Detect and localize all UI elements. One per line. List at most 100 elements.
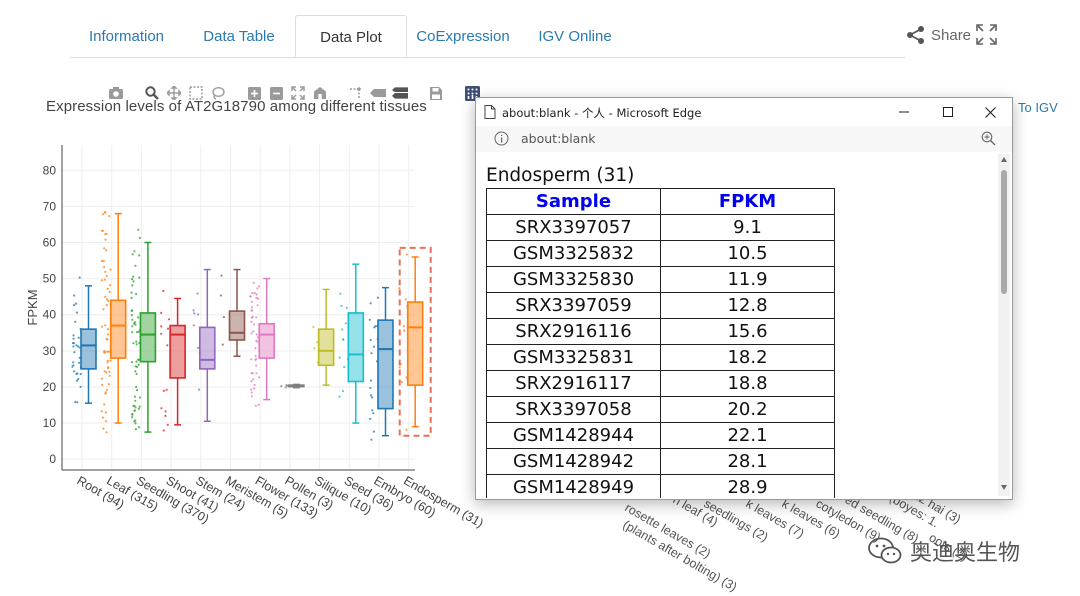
popup-scrollbar[interactable] xyxy=(998,154,1010,496)
data-point xyxy=(136,331,139,334)
data-point xyxy=(72,345,75,348)
box xyxy=(377,319,394,410)
data-point xyxy=(72,361,75,364)
data-point xyxy=(341,328,344,331)
data-point xyxy=(131,325,134,328)
scrollbar-thumb[interactable] xyxy=(1001,170,1007,294)
info-icon[interactable] xyxy=(494,131,509,146)
data-point xyxy=(198,388,201,391)
box xyxy=(80,328,97,370)
sample-cell: GSM1428942 xyxy=(486,448,661,475)
data-point xyxy=(250,300,253,303)
data-point xyxy=(102,259,105,263)
data-point xyxy=(137,426,141,429)
data-point xyxy=(102,427,105,430)
fpkm-cell: 20.2 xyxy=(660,396,835,423)
data-point xyxy=(106,361,109,364)
data-point xyxy=(400,380,403,383)
tab-igv-online[interactable]: IGV Online xyxy=(538,28,612,45)
table-row: GSM3325832 10.5 xyxy=(486,240,835,267)
data-point xyxy=(257,285,260,288)
data-point xyxy=(372,412,375,415)
save-icon[interactable] xyxy=(428,85,444,101)
box xyxy=(258,322,276,359)
fpkm-cell: 22.1 xyxy=(660,422,835,449)
tab-information[interactable]: Information xyxy=(88,28,165,45)
data-point xyxy=(137,407,140,410)
sample-cell: GSM3325831 xyxy=(486,344,661,371)
data-point xyxy=(130,361,134,364)
fpkm-cell: 15.6 xyxy=(660,318,835,345)
data-point xyxy=(193,312,196,315)
data-point xyxy=(132,280,135,283)
spike-lines-icon[interactable] xyxy=(348,85,364,101)
zoom-out-icon[interactable] xyxy=(268,85,284,101)
data-point xyxy=(130,291,133,294)
address-bar[interactable]: about:blank xyxy=(476,126,1012,152)
close-button[interactable] xyxy=(968,98,1012,126)
y-tick-label: 30 xyxy=(43,344,57,358)
data-point xyxy=(106,333,110,336)
data-point xyxy=(105,371,108,374)
data-point xyxy=(76,372,79,375)
data-point xyxy=(160,325,163,328)
data-point xyxy=(257,403,260,406)
data-point xyxy=(130,309,133,312)
fullscreen-button[interactable] xyxy=(976,24,997,50)
data-point xyxy=(340,304,343,307)
pan-icon[interactable] xyxy=(166,85,182,101)
minimize-button[interactable] xyxy=(882,98,926,126)
data-point xyxy=(74,302,77,305)
data-point xyxy=(256,304,259,307)
popup-titlebar[interactable]: about:blank - 个人 - Microsoft Edge xyxy=(476,98,1012,126)
data-point xyxy=(368,318,371,321)
data-point xyxy=(131,416,134,419)
autoscale-icon[interactable] xyxy=(290,85,306,101)
camera-icon[interactable] xyxy=(108,85,124,101)
data-point xyxy=(402,325,405,328)
page-icon xyxy=(484,105,496,119)
data-point xyxy=(255,293,258,296)
scroll-up-icon[interactable] xyxy=(1001,157,1007,162)
fpkm-cell: 28.1 xyxy=(660,448,835,475)
data-point xyxy=(192,324,195,327)
reset-axes-icon[interactable] xyxy=(312,85,328,101)
share-button[interactable]: Share xyxy=(906,22,971,48)
data-point xyxy=(105,431,108,434)
tab-coexpression[interactable]: CoExpression xyxy=(416,28,510,45)
data-point xyxy=(106,287,109,290)
hover-compare-icon[interactable] xyxy=(392,85,408,101)
watermark: 奥迪奥生物 xyxy=(868,535,1020,567)
data-point xyxy=(405,253,408,256)
maximize-button[interactable] xyxy=(926,98,970,126)
table-row: GSM3325831 18.2 xyxy=(486,344,835,371)
data-point xyxy=(135,292,138,296)
data-point xyxy=(250,391,253,394)
data-point xyxy=(131,318,134,321)
lasso-icon[interactable] xyxy=(210,85,226,101)
box-select-icon[interactable] xyxy=(188,85,204,101)
scroll-down-icon[interactable] xyxy=(1001,485,1007,490)
data-point xyxy=(107,383,110,386)
to-igv-link[interactable]: To IGV xyxy=(1018,100,1058,115)
table-row: GSM3325830 11.9 xyxy=(486,266,835,293)
tab-data-plot[interactable]: Data Plot xyxy=(295,15,407,57)
data-point xyxy=(103,278,106,281)
sample-cell: GSM3325830 xyxy=(486,266,661,293)
data-point xyxy=(133,409,136,412)
zoom-in-icon[interactable] xyxy=(246,85,262,101)
data-point xyxy=(338,356,341,359)
fullscreen-icon xyxy=(976,24,997,45)
hover-closest-icon[interactable] xyxy=(370,85,386,101)
y-tick-label: 80 xyxy=(43,163,57,177)
data-point xyxy=(103,370,106,373)
data-point xyxy=(162,429,165,432)
y-tick-label: 10 xyxy=(43,416,57,430)
tab-data-table[interactable]: Data Table xyxy=(203,28,275,45)
zoom-icon[interactable] xyxy=(144,85,160,101)
data-point xyxy=(369,302,372,305)
sample-cell: SRX2916117 xyxy=(486,370,661,397)
data-point xyxy=(251,315,254,318)
zoom-indicator-icon[interactable] xyxy=(981,131,996,146)
